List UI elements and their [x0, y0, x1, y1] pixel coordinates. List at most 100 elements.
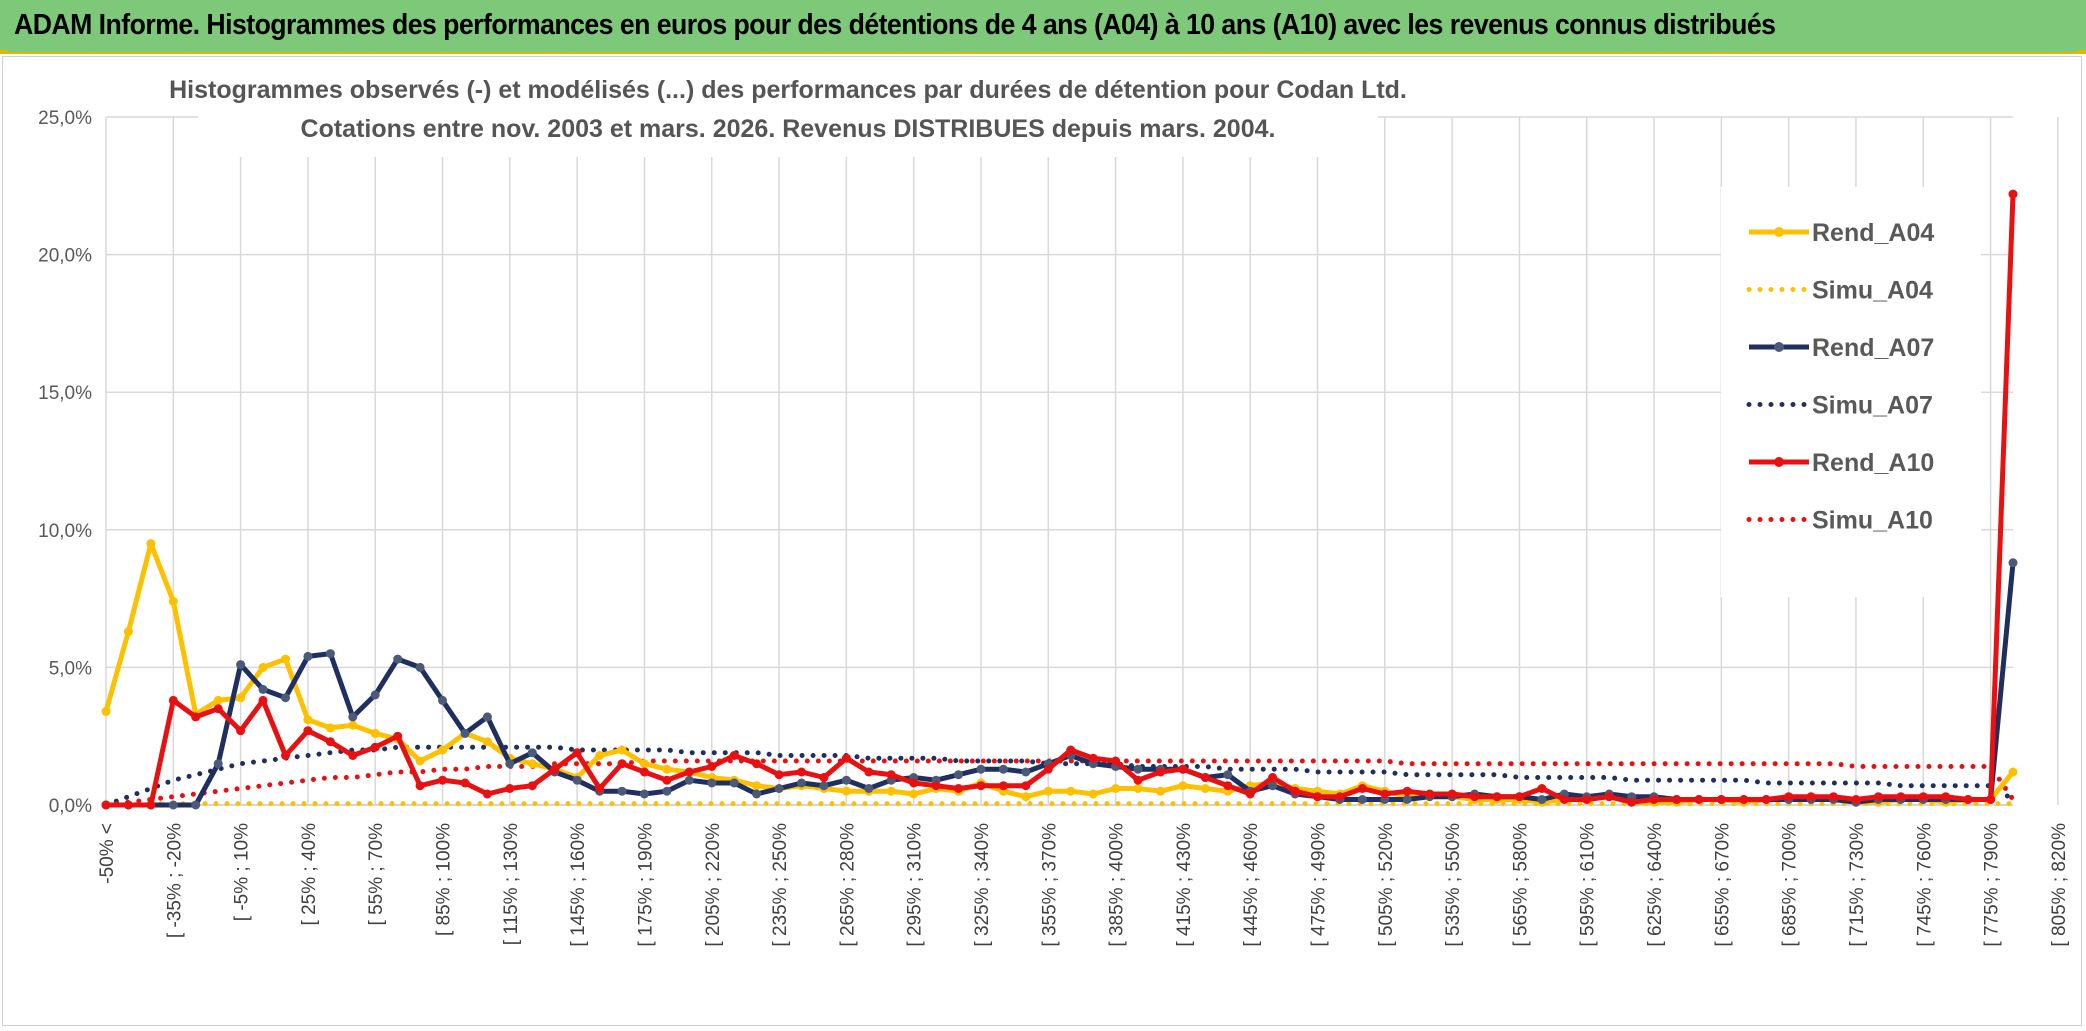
data-point [797, 767, 806, 777]
data-point [1829, 792, 1838, 802]
data-point [1133, 764, 1143, 774]
data-point [1021, 767, 1031, 777]
data-point [1582, 795, 1592, 804]
legend-label: Simu_A10 [1812, 507, 1933, 535]
data-point [370, 728, 380, 738]
data-point [819, 773, 829, 782]
data-point [438, 775, 447, 785]
x-tick-label: [ 385% ; 400% [1107, 823, 1128, 947]
data-point [1200, 773, 1210, 782]
data-point [1111, 756, 1121, 766]
x-tick-label: [ 295% ; 310% [905, 823, 926, 947]
data-point [191, 712, 201, 722]
data-point [1223, 770, 1233, 780]
data-point [1043, 764, 1053, 774]
data-point [505, 759, 515, 769]
data-point [2008, 558, 2018, 568]
data-point [168, 800, 178, 810]
data-point [909, 789, 919, 799]
x-tick-label: [ 535% ; 550% [1443, 823, 1464, 947]
data-point [707, 762, 717, 771]
data-point [1357, 784, 1367, 793]
data-point [460, 728, 470, 738]
data-point [1447, 789, 1457, 799]
x-tick-label: [ 145% ; 160% [568, 823, 589, 947]
data-point [393, 654, 403, 664]
data-point [123, 800, 133, 810]
data-point [281, 654, 290, 664]
data-point [123, 627, 133, 637]
y-tick-label: 25,0% [38, 108, 92, 129]
data-point [954, 770, 963, 780]
data-point [213, 759, 223, 769]
data-point [639, 759, 649, 769]
legend-item-Simu_A10: Simu_A10 [1746, 507, 1933, 535]
data-point [101, 800, 111, 810]
x-tick-label: [ 505% ; 520% [1376, 823, 1397, 947]
legend-label: Rend_A04 [1812, 219, 1934, 247]
data-point [415, 756, 425, 766]
data-point [1537, 795, 1547, 804]
data-point [101, 706, 111, 716]
x-tick-label: [ 115% ; 130% [501, 823, 522, 945]
data-point [662, 775, 672, 785]
x-tick-label: [ 475% ; 490% [1309, 823, 1330, 947]
data-point [527, 748, 537, 758]
data-point [1268, 781, 1278, 791]
data-point [617, 745, 627, 755]
data-point [213, 704, 223, 714]
x-axis-labels: -50% < [ -35% ; -20% [ -5% ; 10% [ 25% ; 40… [97, 823, 2070, 947]
data-point [752, 781, 762, 791]
data-point [236, 693, 246, 703]
data-point [146, 539, 156, 549]
data-point [1986, 795, 1996, 804]
series-line [103, 744, 2016, 808]
data-point [1111, 784, 1121, 793]
y-axis-ticks: 0,0% 5,0% 10,0% 15,0% 20,0% 25,0% [38, 108, 92, 817]
data-point [527, 781, 537, 791]
data-point [998, 781, 1008, 791]
histogram-chart: 0,0% 5,0% 10,0% 15,0% 20,0% 25,0% -50% < [ -35… [38, 57, 2070, 947]
data-point [1357, 795, 1367, 804]
data-point [1761, 795, 1771, 804]
data-point [752, 789, 762, 799]
data-point [348, 751, 358, 760]
data-point [303, 651, 313, 661]
data-point [1290, 786, 1300, 796]
data-point [595, 784, 605, 793]
chart-title-block: Histogrammes observés (-) et modélisés (… [169, 57, 1407, 157]
data-point [1088, 789, 1098, 799]
data-point [1021, 792, 1031, 802]
data-point [1088, 753, 1098, 763]
data-point [482, 737, 492, 747]
data-point [1133, 784, 1143, 793]
legend-item-Simu_A04: Simu_A04 [1746, 277, 1933, 305]
data-point [909, 778, 919, 788]
data-point [617, 786, 627, 796]
x-tick-label: [ 625% ; 640% [1645, 823, 1666, 947]
data-point [1627, 797, 1637, 807]
data-point [1425, 789, 1435, 799]
data-point [460, 778, 470, 788]
legend-item-Rend_A10: Rend_A10 [1749, 449, 1934, 477]
data-point [1380, 789, 1390, 799]
legend-label: Simu_A04 [1812, 277, 1933, 305]
data-point [1963, 795, 1973, 804]
data-point [191, 800, 201, 810]
data-point [1200, 784, 1210, 793]
data-point [505, 784, 515, 793]
series-layer [101, 189, 2018, 810]
x-tick-label: [ 25% ; 40% [299, 823, 320, 926]
data-point [1223, 781, 1233, 791]
data-point [931, 781, 941, 791]
x-tick-label: [ 55% ; 70% [366, 823, 387, 926]
data-point [258, 662, 268, 672]
legend-label: Simu_A07 [1812, 392, 1933, 420]
y-tick-label: 10,0% [38, 521, 92, 542]
data-point [482, 789, 492, 799]
data-point [595, 751, 605, 760]
chart-frame: 0,0% 5,0% 10,0% 15,0% 20,0% 25,0% -50% < [ -35… [2, 56, 2082, 1026]
data-point [325, 723, 335, 733]
data-point [998, 764, 1008, 774]
data-point [550, 764, 560, 774]
